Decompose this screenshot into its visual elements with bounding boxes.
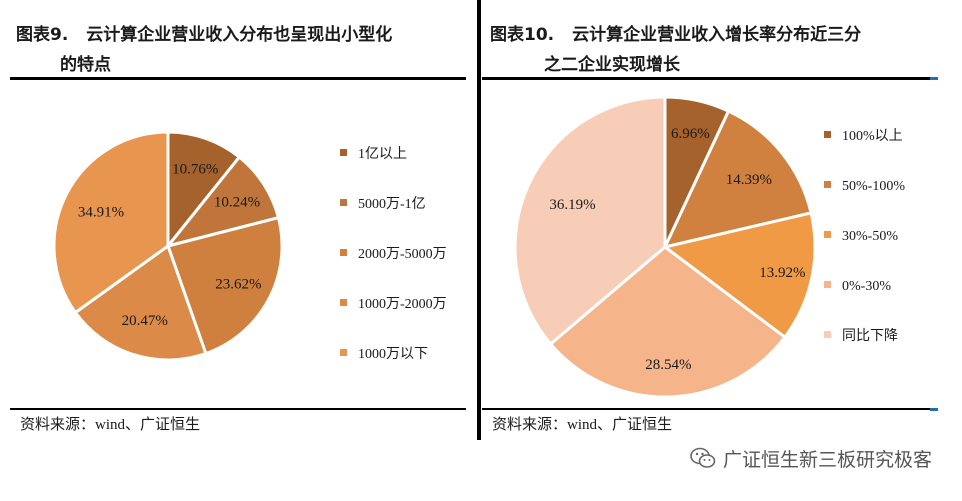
right-figure: 图表10. 云计算企业营业收入增长率分布近三分 之二企业实现增长 6.96% 14.… bbox=[482, 0, 942, 440]
left-data-label: 10.76% bbox=[172, 162, 218, 178]
right-source-note: 资料来源：wind、广证恒生 bbox=[492, 417, 673, 433]
right-pie-slice bbox=[661, 211, 817, 340]
right-legend-swatch bbox=[824, 231, 831, 238]
right-pie-slice bbox=[662, 109, 813, 250]
left-legend-swatch bbox=[340, 199, 347, 206]
right-legend-label: 50%-100% bbox=[842, 179, 905, 194]
right-title-line2: 之二企业实现增长 bbox=[544, 55, 680, 75]
right-top-rule bbox=[482, 77, 930, 80]
right-title-line1: 云计算企业营业收入增长率分布近三分 bbox=[572, 25, 862, 45]
right-data-label: 6.96% bbox=[671, 126, 710, 142]
right-legend-swatch bbox=[824, 281, 831, 288]
left-legend-label: 1000万以下 bbox=[358, 347, 428, 362]
left-figure: 图表9. 云计算企业营业收入分布也呈现出小型化 的特点 10.76% 10.24% 2… bbox=[0, 0, 476, 440]
watermark-text: 广证恒生新三板研究极客 bbox=[722, 448, 932, 471]
right-figure-number: 图表10. bbox=[490, 25, 555, 45]
wechat-icon bbox=[690, 447, 716, 468]
right-top-accent bbox=[930, 77, 938, 80]
left-legend-swatch bbox=[340, 149, 347, 156]
right-legend-label: 同比下降 bbox=[842, 328, 898, 344]
right-data-label: 28.54% bbox=[645, 357, 691, 373]
left-legend-label: 2000万-5000万 bbox=[358, 247, 447, 262]
left-top-rule bbox=[10, 77, 466, 80]
watermark: 广证恒生新三板研究极客 bbox=[689, 444, 932, 472]
right-data-label: 36.19% bbox=[549, 197, 595, 213]
left-legend-label: 1000万-2000万 bbox=[358, 297, 447, 312]
left-pie-chart: 10.76% 10.24% 23.62% 20.47% 34.91% 1亿以上 5000万-… bbox=[52, 130, 447, 362]
left-data-label: 20.47% bbox=[122, 313, 168, 329]
left-bottom-rule bbox=[10, 408, 466, 410]
left-title-line1: 云计算企业营业收入分布也呈现出小型化 bbox=[86, 25, 393, 45]
left-data-label: 23.62% bbox=[215, 277, 261, 293]
left-legend-swatch bbox=[340, 299, 347, 306]
right-legend-swatch bbox=[824, 331, 831, 338]
right-legend-label: 30%-50% bbox=[842, 229, 898, 244]
left-pie-slice bbox=[73, 243, 208, 362]
left-pie-slice bbox=[166, 215, 284, 356]
left-legend-swatch bbox=[340, 249, 347, 256]
right-legend-swatch bbox=[824, 131, 831, 138]
right-pie-slice bbox=[513, 95, 667, 347]
left-data-label: 10.24% bbox=[214, 194, 260, 210]
left-pie-slice bbox=[52, 130, 170, 315]
right-pie-chart: 6.96% 14.39% 13.92% 28.54% 36.19% 100%以上 50%-1… bbox=[513, 95, 905, 399]
left-figure-title: 图表9. 云计算企业营业收入分布也呈现出小型化 的特点 bbox=[16, 20, 466, 80]
right-legend-label: 0%-30% bbox=[842, 279, 891, 294]
left-data-label: 34.91% bbox=[78, 205, 124, 221]
right-legend-label: 100%以上 bbox=[842, 128, 903, 144]
right-figure-title: 图表10. 云计算企业营业收入增长率分布近三分 之二企业实现增长 bbox=[490, 20, 940, 80]
right-legend-swatch bbox=[824, 181, 831, 188]
right-data-label: 14.39% bbox=[726, 172, 772, 188]
left-title-line2: 的特点 bbox=[60, 55, 111, 75]
left-source-note: 资料来源：wind、广证恒生 bbox=[20, 417, 201, 433]
right-pie-slice bbox=[548, 245, 787, 399]
right-bottom-accent bbox=[930, 408, 938, 411]
left-figure-number: 图表9. bbox=[16, 25, 69, 45]
right-data-label: 13.92% bbox=[759, 265, 805, 281]
left-legend-label: 5000万-1亿 bbox=[358, 196, 426, 212]
left-legend-label: 1亿以上 bbox=[358, 146, 407, 162]
vertical-divider bbox=[477, 0, 481, 440]
left-legend-swatch bbox=[340, 349, 347, 356]
right-bottom-rule bbox=[482, 408, 930, 410]
